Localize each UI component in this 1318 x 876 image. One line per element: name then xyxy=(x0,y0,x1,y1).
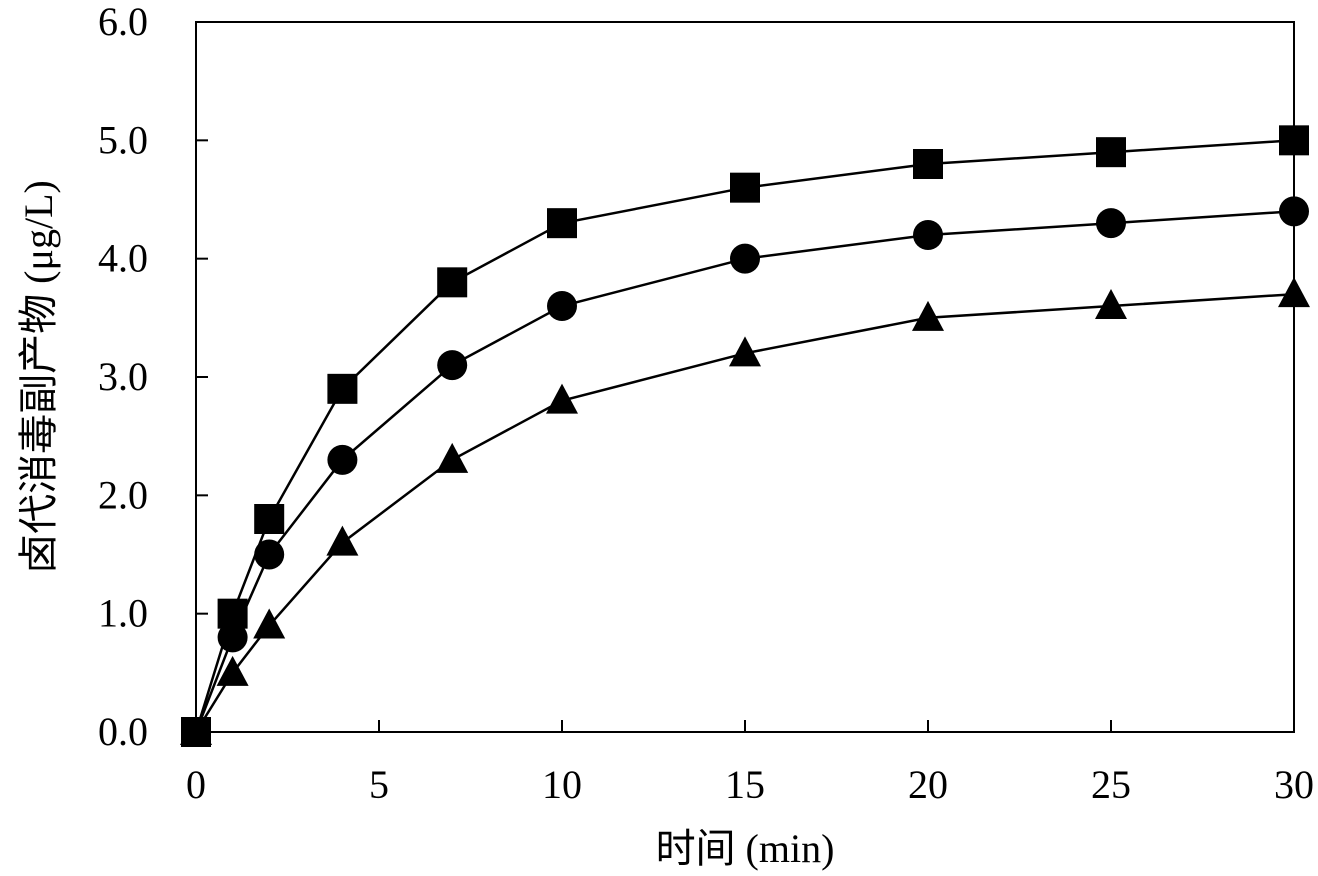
x-tick-label: 25 xyxy=(1091,762,1131,807)
square-point xyxy=(913,149,943,179)
series-layer xyxy=(180,125,1310,747)
series-line xyxy=(194,139,1295,733)
square-point xyxy=(437,267,468,298)
x-tick-label: 0 xyxy=(186,762,206,807)
y-tick-label: 2.0 xyxy=(98,472,148,517)
plot-area-frame xyxy=(195,21,1295,733)
triangle-point xyxy=(912,300,944,331)
series-triangle xyxy=(180,277,1310,745)
square-point xyxy=(1096,137,1126,168)
y-tick-label: 6.0 xyxy=(98,0,148,44)
circle-point xyxy=(730,243,760,274)
y-tick-label: 3.0 xyxy=(98,354,148,399)
y-axis-title: 卤代消毒副产物 (μg/L) xyxy=(16,180,61,574)
x-tick-label: 10 xyxy=(542,762,582,807)
y-tick-label: 1.0 xyxy=(98,591,148,636)
circle-point xyxy=(1096,208,1126,239)
series-line xyxy=(194,210,1295,733)
series-line xyxy=(194,292,1295,733)
circle-point xyxy=(547,291,577,321)
square-point xyxy=(327,373,358,404)
triangle-point xyxy=(729,336,761,367)
triangle-point xyxy=(326,525,359,556)
triangle-point xyxy=(253,608,286,639)
x-tick-label: 15 xyxy=(725,762,765,807)
circle-point xyxy=(254,539,285,570)
series-square xyxy=(181,125,1309,747)
triangle-point xyxy=(436,442,469,473)
square-point xyxy=(547,208,577,239)
series-circle xyxy=(181,196,1309,747)
x-axis: 0 5 10 15 20 25 30 xyxy=(186,720,1314,807)
y-tick-label: 5.0 xyxy=(98,117,148,162)
triangle-point xyxy=(1095,289,1127,319)
x-tick-label: 30 xyxy=(1274,762,1314,807)
y-axis: 0.0 1.0 2.0 3.0 4.0 5.0 6.0 xyxy=(98,0,208,754)
triangle-point xyxy=(546,383,578,414)
square-point xyxy=(730,172,760,203)
y-tick-label: 4.0 xyxy=(98,236,148,281)
x-tick-label: 20 xyxy=(908,762,948,807)
x-axis-title: 时间 (min) xyxy=(656,826,835,871)
square-point xyxy=(254,504,285,534)
x-tick-label: 5 xyxy=(369,762,389,807)
y-tick-label: 0.0 xyxy=(98,709,148,754)
circle-point xyxy=(437,350,468,381)
triangle-point xyxy=(216,655,249,686)
circle-point xyxy=(327,444,358,475)
circle-point xyxy=(217,622,248,653)
circle-point xyxy=(913,220,943,250)
